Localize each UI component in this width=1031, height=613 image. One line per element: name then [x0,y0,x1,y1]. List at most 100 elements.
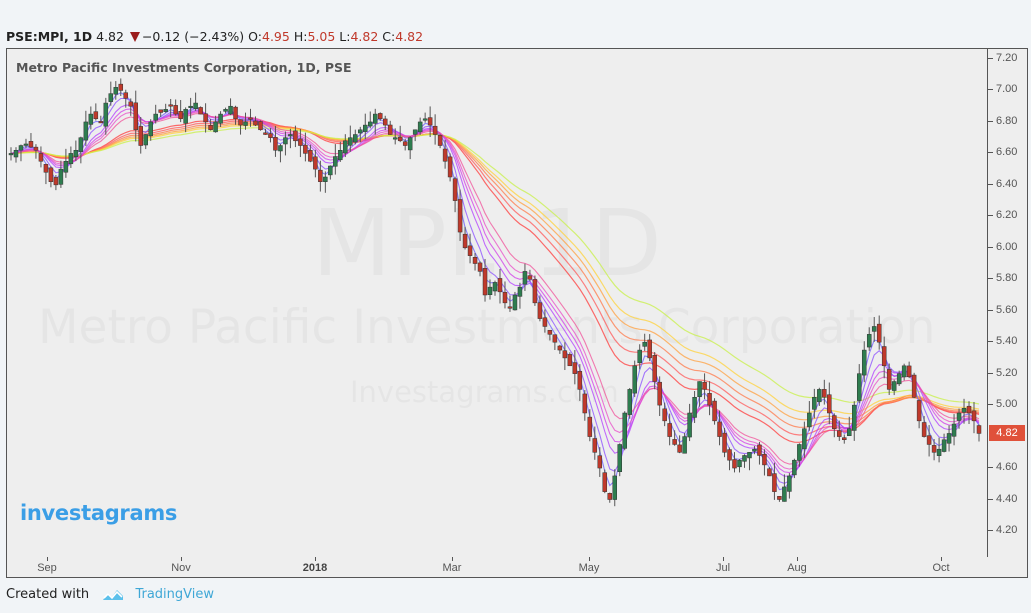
down-candle [233,106,238,120]
down-candle [712,400,717,422]
down-candle [128,101,134,107]
down-candle [906,365,912,378]
up-candle [627,389,632,415]
up-candle [512,294,518,311]
down-candle [732,459,737,469]
up-candle [871,326,877,332]
down-candle [298,138,303,146]
down-candle [133,102,138,131]
up-candle [228,105,233,115]
close-value: 4.82 [395,29,424,44]
down-candle [293,130,298,142]
down-candle [667,423,672,437]
up-candle [797,444,802,461]
up-candle [687,412,692,438]
price-tick: 5.00 [987,398,1018,411]
up-candle [956,412,962,421]
moving-average-line [10,113,980,465]
down-candle [248,117,253,120]
time-axis[interactable] [6,557,1028,578]
moving-average-line [10,122,980,428]
down-candle [911,374,917,398]
down-candle [577,371,583,390]
tradingview-cloud-icon [103,590,124,600]
up-candle [817,389,822,403]
down-candle [313,156,318,170]
up-candle [188,105,193,108]
up-candle [68,153,74,165]
up-candle [213,121,218,133]
price-tick: 6.00 [987,240,1018,253]
time-tick [452,557,453,561]
up-candle [18,145,24,151]
up-candle [632,365,637,394]
up-candle [697,381,702,398]
up-candle [153,113,158,121]
up-candle [63,161,69,173]
down-candle [198,107,203,115]
down-candle [672,439,677,445]
up-candle [108,93,114,102]
time-tick [47,557,48,561]
high-label: H: [293,29,308,44]
down-candle [727,449,732,461]
down-candle [38,153,44,162]
down-candle [208,125,213,131]
time-label: Oct [932,562,950,574]
down-candle [173,105,178,115]
down-candle [138,126,143,146]
down-candle [707,393,712,406]
up-candle [143,134,148,146]
up-candle [901,365,907,378]
time-tick [315,557,316,561]
down-candle [547,330,553,335]
up-candle [23,143,29,146]
up-candle [742,455,747,462]
up-candle [896,373,902,385]
time-tick [589,557,590,561]
down-candle [168,104,173,107]
up-candle [802,428,807,450]
up-candle [847,428,852,436]
down-candle [652,355,657,382]
down-candle [842,437,847,440]
down-candle [567,354,573,367]
down-candle [926,435,932,445]
candlestick-plot[interactable] [7,49,987,557]
down-candle [263,132,268,135]
up-candle [417,121,423,133]
tradingview-link[interactable]: TradingView [135,587,214,602]
up-candle [392,137,398,140]
up-candle [113,87,119,95]
down-candle [837,430,842,437]
time-label: Mar [442,562,462,574]
up-candle [88,113,94,125]
up-candle [807,412,812,428]
up-candle [946,433,952,444]
price-tick: 6.40 [987,177,1018,190]
down-candle [477,262,483,272]
down-candle [592,438,598,453]
down-candle [482,268,488,296]
up-candle [278,145,283,152]
up-candle [13,150,19,158]
time-label: Jul [715,562,731,574]
down-candle [318,169,323,182]
down-candle [497,278,503,293]
down-candle [921,422,927,437]
up-candle [856,373,862,401]
time-tick [941,557,942,561]
low-label: L: [339,29,351,44]
up-candle [522,271,528,285]
price-tick: 5.40 [987,335,1018,348]
high-value: 5.05 [307,29,336,44]
down-candle [762,453,767,466]
down-candle [33,146,39,151]
down-candle [397,136,403,142]
down-candle [158,109,163,113]
down-candle [702,381,707,390]
up-candle [642,341,647,347]
price-axis[interactable] [988,48,1028,558]
moving-average-line [10,104,980,477]
up-candle [328,165,333,176]
